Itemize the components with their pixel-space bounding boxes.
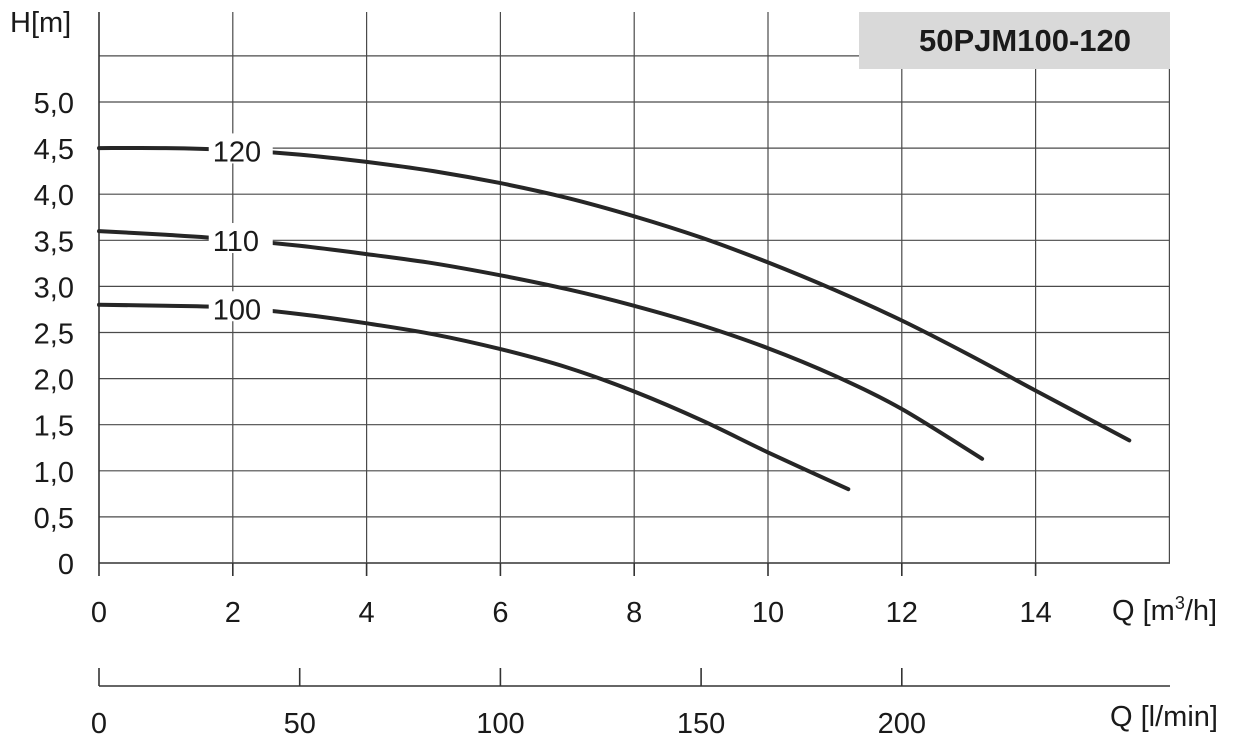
y-tick-label: 1,0	[34, 457, 74, 489]
y-tick-label: 3,0	[34, 272, 74, 304]
grid-lines	[98, 12, 1171, 564]
curve-label-120: 120	[213, 136, 261, 168]
chart-title: 50PJM100-120	[919, 23, 1131, 58]
x2-tick-label: 150	[677, 708, 725, 739]
x-tick-label: 14	[1019, 597, 1051, 629]
x2-axis-label: Q [l/min]	[1110, 701, 1218, 733]
x-axis-label-main: Q [m	[1112, 595, 1175, 627]
x-tick-label: 4	[359, 597, 375, 629]
y-tick-label: 2,5	[34, 319, 74, 351]
y-tick-label: 3,5	[34, 226, 74, 258]
y-tick-label: 4,5	[34, 134, 74, 166]
x-tick-label: 10	[752, 597, 784, 629]
x2-tick-label: 50	[284, 708, 316, 739]
x2-tick-label: 0	[91, 708, 107, 739]
x2-tick-label: 100	[476, 708, 524, 739]
curve-label-110: 110	[213, 226, 259, 258]
curve-label-bg	[208, 133, 273, 164]
x-tick-label: 8	[626, 597, 642, 629]
y-tick-label: 1,5	[34, 411, 74, 443]
curve-label-100: 100	[213, 294, 261, 326]
x-axis-label-tail: /h]	[1185, 595, 1217, 627]
x-tick-label: 12	[886, 597, 918, 629]
axes	[98, 563, 1170, 687]
y-axis-label: H[m]	[10, 7, 71, 39]
curve-label-bg	[208, 291, 273, 322]
y-tick-label: 0,5	[34, 503, 74, 535]
x-axis-label: Q [m3/h]	[1112, 593, 1217, 627]
curve-label-bg	[208, 223, 273, 254]
tick-labels: 0 0,5 1,0 1,5 2,0 2,5 3,0 3,5 4,0 4,5 5,0 0 2 4 6 8 10 12…	[34, 88, 1052, 739]
curves: 120 110 100	[97, 133, 1132, 492]
x-tick-label: 6	[492, 597, 508, 629]
x2-tick-label: 200	[878, 708, 926, 739]
y-tick-label: 2,0	[34, 365, 74, 397]
x-tick-label: 0	[91, 597, 107, 629]
title-box	[859, 12, 1170, 69]
y-tick-label: 5,0	[34, 88, 74, 120]
x-axis-label-sup: 3	[1175, 593, 1185, 613]
y-tick-label: 0	[58, 549, 74, 581]
y-tick-label: 4,0	[34, 180, 74, 212]
x-tick-label: 2	[225, 597, 241, 629]
